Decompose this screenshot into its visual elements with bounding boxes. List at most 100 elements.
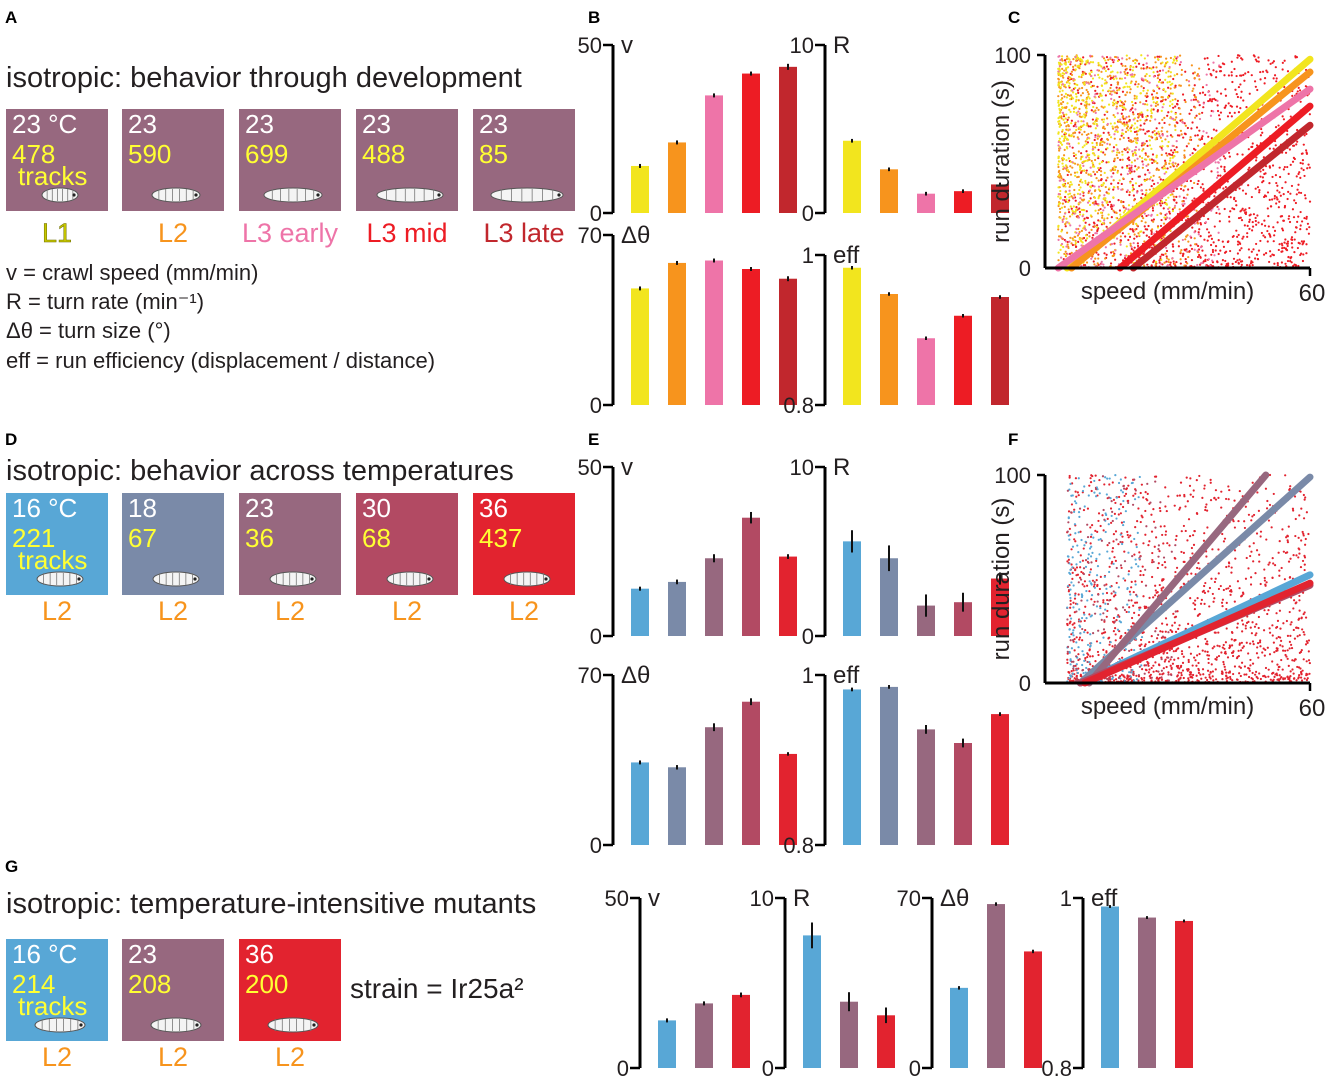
scatter-point	[1273, 116, 1276, 119]
scatter-point	[1139, 606, 1142, 609]
scatter-point	[1067, 128, 1070, 131]
scatter-point	[1169, 116, 1172, 119]
scatter-point	[1155, 167, 1159, 170]
scatter-point	[1062, 76, 1065, 79]
scatter-point	[1117, 119, 1120, 122]
scatter-point	[1175, 648, 1178, 651]
scatter-point	[1211, 548, 1214, 551]
scatter-point	[1250, 155, 1254, 159]
scatter-point	[1116, 112, 1119, 115]
scatter-point	[1159, 612, 1162, 615]
scatter-point	[1186, 500, 1189, 503]
scatter-point	[1134, 149, 1137, 152]
scatter-point	[1065, 253, 1068, 256]
scatter-point	[1152, 243, 1155, 246]
scatter-point	[1287, 215, 1291, 218]
scatter-point	[1078, 115, 1081, 118]
scatter-point	[1221, 152, 1224, 155]
scatter-point	[1134, 488, 1137, 491]
scatter-point	[1132, 262, 1136, 265]
scatter-point	[1063, 69, 1066, 72]
scatter-point	[1120, 642, 1123, 646]
scatter-point	[1212, 265, 1215, 268]
scatter-point	[1112, 78, 1115, 81]
scatter-point	[1163, 165, 1166, 168]
scatter-point	[1162, 88, 1165, 91]
bar	[705, 260, 723, 405]
scatter-point	[1085, 110, 1088, 113]
scatter-point	[1154, 160, 1157, 163]
scatter-point	[1159, 246, 1162, 249]
scatter-point	[1133, 148, 1136, 152]
scatter-point	[1089, 174, 1093, 177]
scatter-point	[1256, 681, 1259, 684]
scatter-point	[1140, 189, 1143, 192]
scatter-point	[1140, 196, 1143, 199]
scatter-point	[1067, 211, 1071, 214]
scatter-point	[1100, 140, 1103, 143]
scatter-point	[1155, 100, 1159, 104]
scatter-point	[1098, 143, 1102, 147]
scatter-point	[1301, 628, 1304, 631]
scatter-point	[1108, 557, 1111, 560]
scatter-point	[1099, 245, 1103, 248]
scatter-points	[1057, 54, 1312, 270]
scatter-point	[1067, 57, 1070, 60]
scatter-point	[1286, 240, 1290, 243]
scatter-point	[1107, 213, 1110, 216]
bar	[742, 269, 760, 405]
scatter-point	[1108, 643, 1111, 646]
scatter-point	[1250, 632, 1253, 635]
scatter-point	[1066, 102, 1069, 105]
scatter-point	[1183, 149, 1186, 152]
scatter-point	[1088, 255, 1091, 258]
scatter-point	[1160, 603, 1163, 606]
scatter-point	[1228, 488, 1231, 492]
scatter-point	[1269, 255, 1272, 258]
scatter-point	[1275, 77, 1278, 80]
scatter-point	[1079, 530, 1082, 533]
scatter-point	[1236, 56, 1239, 59]
scatter-point	[1296, 581, 1299, 584]
scatter-point	[1195, 664, 1198, 667]
scatter-point	[1129, 126, 1133, 129]
scatter-point	[1167, 94, 1171, 97]
scatter-point	[1162, 98, 1165, 101]
scatter-point	[1158, 550, 1161, 553]
scatter-point	[1146, 228, 1149, 231]
scatter-point	[1247, 121, 1250, 124]
scatter-point	[1083, 130, 1086, 133]
scatter-point	[1300, 167, 1303, 170]
scatter-point	[1165, 260, 1168, 263]
scatter-point	[1123, 85, 1126, 89]
scatter-point	[1092, 679, 1096, 682]
scatter-point	[1176, 610, 1179, 613]
scatter-point	[1109, 169, 1113, 172]
scatter-point	[1181, 254, 1185, 257]
scatter-point	[1262, 253, 1266, 256]
scatter-point	[1083, 249, 1086, 252]
scatter-point	[1203, 532, 1206, 535]
scatter-point	[1264, 583, 1267, 586]
scatter-point	[1137, 565, 1140, 568]
scatter-point	[1073, 597, 1077, 600]
scatter-point	[1089, 568, 1093, 571]
scatter-point	[1129, 676, 1132, 679]
scatter-point	[1117, 662, 1121, 666]
scatter-point	[1124, 631, 1127, 635]
scatter-point	[1284, 238, 1287, 241]
scatter-point	[1255, 242, 1258, 246]
scatter-point	[1209, 671, 1212, 674]
scatter-point	[1136, 133, 1139, 136]
scatter-point	[1191, 266, 1194, 269]
scatter-point	[1198, 228, 1201, 231]
scatter-point	[1090, 489, 1093, 493]
scatter-point	[1286, 535, 1289, 538]
scatter-point	[1179, 262, 1182, 265]
scatter-point	[1073, 259, 1076, 262]
scatter-point	[1284, 247, 1288, 250]
scatter-point	[1117, 481, 1121, 485]
scatter-point	[1102, 106, 1105, 109]
scatter-point	[1158, 664, 1161, 667]
scatter-point	[1080, 593, 1083, 596]
